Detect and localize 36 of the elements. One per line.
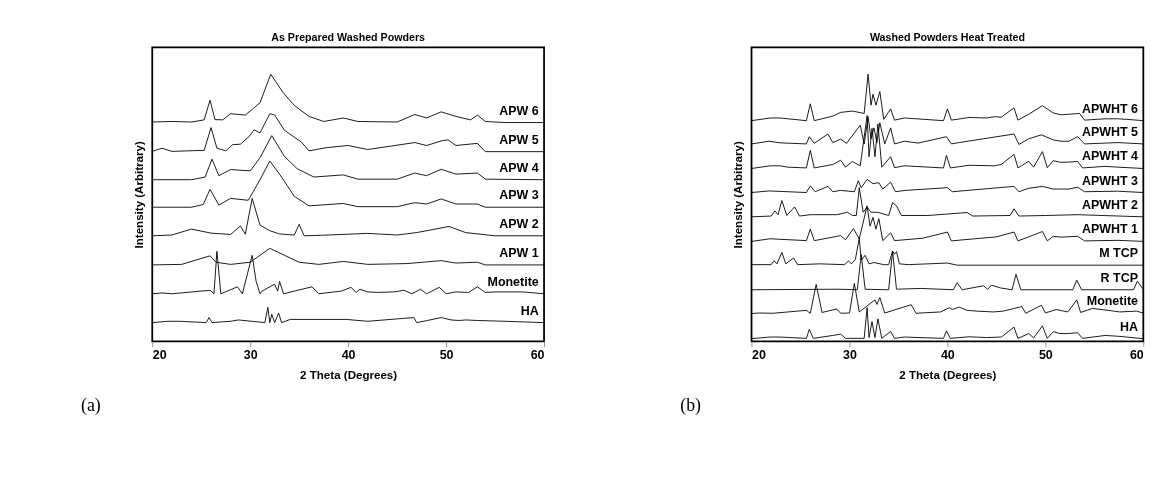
series-label: Monetite	[487, 274, 539, 289]
series-label: APW 2	[499, 216, 539, 231]
series-label: APWHT 1	[1081, 222, 1139, 237]
x-tick-label: 20	[751, 347, 766, 362]
series-label: APW 3	[499, 188, 539, 203]
series-label: APW 6	[499, 103, 539, 118]
y-axis-title: Intensity (Arbitrary)	[732, 141, 745, 249]
chart-title: Washed Powders Heat Treated	[869, 31, 1025, 44]
x-axis-title: 2 Theta (Degrees)	[899, 369, 997, 382]
chart-title: As Prepared Washed Powders	[271, 31, 426, 44]
series-label: APW 4	[499, 160, 539, 175]
x-tick-label: 30	[842, 347, 857, 362]
series-label: APW 5	[499, 132, 539, 147]
x-tick-label: 60	[1129, 347, 1144, 362]
text: (b)	[680, 394, 702, 416]
series-label: M TCP	[1099, 246, 1138, 261]
series-label: APWHT 5	[1081, 124, 1139, 139]
x-tick-label: 40	[341, 347, 356, 362]
x-tick-label: 60	[530, 347, 545, 362]
x-tick-label: 50	[1038, 347, 1053, 362]
x-tick-label: 50	[439, 347, 454, 362]
series-label: APW 1	[499, 245, 539, 260]
series-label: APWHT 4	[1081, 149, 1139, 164]
series-label: APWHT 3	[1081, 173, 1139, 188]
y-axis-title: Intensity (Arbitrary)	[132, 141, 145, 249]
x-axis-title: 2 Theta (Degrees)	[300, 369, 398, 382]
series-label: Monetite	[1086, 293, 1139, 308]
series-label: APWHT 6	[1081, 101, 1139, 116]
x-tick-label: 30	[243, 347, 258, 362]
series-label: R TCP	[1100, 270, 1138, 285]
x-tick-label: 20	[152, 347, 167, 362]
series-label: HA	[520, 303, 539, 318]
series-label: HA	[1119, 319, 1138, 334]
x-tick-label: 40	[940, 347, 955, 362]
text: (a)	[81, 394, 101, 416]
series-label: APWHT 2	[1081, 197, 1139, 212]
